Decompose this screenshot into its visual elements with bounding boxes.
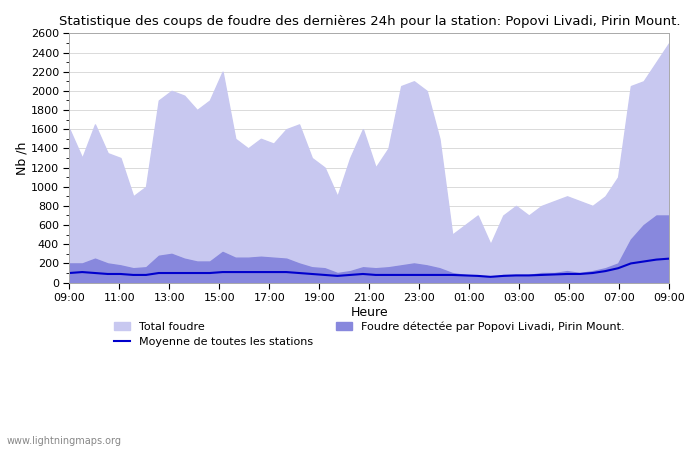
X-axis label: Heure: Heure xyxy=(351,306,388,319)
Moyenne de toutes les stations xyxy=(372,272,380,278)
Moyenne de toutes les stations xyxy=(129,272,137,278)
Moyenne de toutes les stations xyxy=(346,272,354,278)
Moyenne de toutes les stations xyxy=(231,270,239,275)
Text: www.lightningmaps.org: www.lightningmaps.org xyxy=(7,436,122,446)
Moyenne de toutes les stations xyxy=(65,270,74,276)
Moyenne de toutes les stations xyxy=(180,270,188,276)
Y-axis label: Nb /h: Nb /h xyxy=(15,141,28,175)
Moyenne de toutes les stations xyxy=(626,261,635,266)
Moyenne de toutes les stations xyxy=(308,271,316,277)
Moyenne de toutes les stations xyxy=(193,270,201,276)
Moyenne de toutes les stations xyxy=(423,272,431,278)
Moyenne de toutes les stations xyxy=(563,271,571,277)
Moyenne de toutes les stations xyxy=(550,272,559,277)
Moyenne de toutes les stations xyxy=(282,270,290,275)
Moyenne de toutes les stations xyxy=(524,273,533,278)
Moyenne de toutes les stations xyxy=(167,270,176,276)
Legend: Total foudre, Moyenne de toutes les stations, Foudre détectée par Popovi Livadi,: Total foudre, Moyenne de toutes les stat… xyxy=(109,317,629,352)
Moyenne de toutes les stations xyxy=(218,270,227,275)
Moyenne de toutes les stations xyxy=(206,270,214,276)
Moyenne de toutes les stations xyxy=(257,270,265,275)
Moyenne de toutes les stations xyxy=(575,271,584,277)
Moyenne de toutes les stations xyxy=(91,270,99,276)
Moyenne de toutes les stations xyxy=(358,271,367,277)
Moyenne de toutes les stations xyxy=(155,270,163,276)
Moyenne de toutes les stations xyxy=(142,272,150,278)
Moyenne de toutes les stations xyxy=(461,273,469,278)
Moyenne de toutes les stations xyxy=(589,270,597,276)
Moyenne de toutes les stations xyxy=(333,273,342,279)
Moyenne de toutes les stations xyxy=(499,273,508,279)
Moyenne de toutes les stations xyxy=(486,274,495,279)
Moyenne de toutes les stations xyxy=(435,272,444,278)
Moyenne de toutes les stations xyxy=(397,272,405,278)
Moyenne de toutes les stations xyxy=(244,270,252,275)
Moyenne de toutes les stations xyxy=(473,273,482,279)
Moyenne de toutes les stations xyxy=(116,271,125,277)
Moyenne de toutes les stations xyxy=(639,259,648,264)
Moyenne de toutes les stations xyxy=(384,272,393,278)
Line: Moyenne de toutes les stations: Moyenne de toutes les stations xyxy=(69,259,669,277)
Moyenne de toutes les stations xyxy=(321,272,329,278)
Moyenne de toutes les stations xyxy=(448,272,456,278)
Moyenne de toutes les stations xyxy=(665,256,673,261)
Moyenne de toutes les stations xyxy=(652,257,661,262)
Title: Statistique des coups de foudre des dernières 24h pour la station: Popovi Livadi: Statistique des coups de foudre des dern… xyxy=(59,15,680,28)
Moyenne de toutes les stations xyxy=(601,268,610,274)
Moyenne de toutes les stations xyxy=(78,270,86,275)
Moyenne de toutes les stations xyxy=(270,270,278,275)
Moyenne de toutes les stations xyxy=(614,266,622,271)
Moyenne de toutes les stations xyxy=(512,273,520,278)
Moyenne de toutes les stations xyxy=(410,272,418,278)
Moyenne de toutes les stations xyxy=(295,270,303,276)
Moyenne de toutes les stations xyxy=(104,271,112,277)
Moyenne de toutes les stations xyxy=(538,272,546,278)
